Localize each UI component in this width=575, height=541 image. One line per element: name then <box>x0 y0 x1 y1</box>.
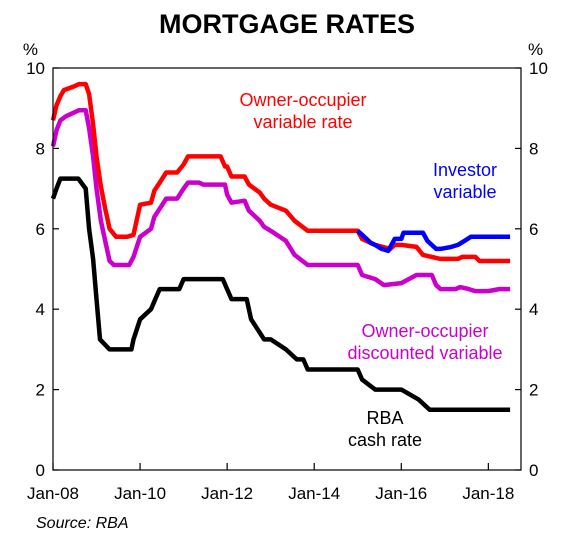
plot-frame <box>52 67 522 471</box>
series-label-line: discounted variable <box>347 343 502 363</box>
series-label-line: Investor <box>433 160 497 180</box>
x-tick-label: Jan-12 <box>201 484 253 503</box>
series-line-investor-variable <box>356 229 511 254</box>
series-line-rba-cash-rate <box>50 176 511 412</box>
y-tick-label-right: 10 <box>529 59 548 78</box>
ticks-layer: 0 0 2 2 4 4 6 6 8 8 10 10 Jan-08 Jan-10 Jan-12 Jan-14 Ja… <box>26 59 548 503</box>
series-label-line: Owner-occupier <box>361 321 488 341</box>
y-unit-right: % <box>528 40 543 59</box>
y-tick-label-left: 10 <box>26 59 45 78</box>
x-tick-label: Jan-16 <box>375 484 427 503</box>
series-label-line: variable rate <box>253 112 352 132</box>
x-tick-label: Jan-14 <box>288 484 340 503</box>
source-note: Source: RBA <box>36 515 128 532</box>
series-label-line: cash rate <box>348 430 422 450</box>
y-unit-left: % <box>23 40 38 59</box>
series-label-owner-occupier-variable-rate: Owner-occupier variable rate <box>239 90 366 132</box>
series-label-owner-occupier-discounted-variable: Owner-occupier discounted variable <box>347 321 502 363</box>
y-tick-label-right: 0 <box>529 461 538 480</box>
y-tick-label-right: 2 <box>529 381 538 400</box>
series-label-investor-variable: Investor variable <box>433 160 497 202</box>
y-tick-label-left: 6 <box>36 220 45 239</box>
x-tick-label: Jan-18 <box>462 484 514 503</box>
series-line-owner-occupier-variable-rate <box>50 81 511 264</box>
x-tick-label: Jan-10 <box>114 484 166 503</box>
y-tick-label-left: 4 <box>36 300 45 319</box>
series-label-line: variable <box>433 182 496 202</box>
series-layer <box>50 81 511 412</box>
y-tick-label-left: 2 <box>36 381 45 400</box>
series-label-rba-cash-rate: RBA cash rate <box>348 408 422 450</box>
series-label-line: RBA <box>366 408 403 428</box>
x-tick-label: Jan-08 <box>27 484 79 503</box>
chart-title: MORTGAGE RATES <box>159 9 415 39</box>
y-tick-label-left: 8 <box>36 139 45 158</box>
series-label-line: Owner-occupier <box>239 90 366 110</box>
y-tick-label-right: 6 <box>529 220 538 239</box>
series-line-owner-occupier-discounted-variable <box>50 107 511 294</box>
y-tick-label-right: 4 <box>529 300 538 319</box>
y-tick-label-right: 8 <box>529 139 538 158</box>
series-labels: Owner-occupier variable rateOwner-occupie… <box>239 90 502 450</box>
y-tick-label-left: 0 <box>36 461 45 480</box>
